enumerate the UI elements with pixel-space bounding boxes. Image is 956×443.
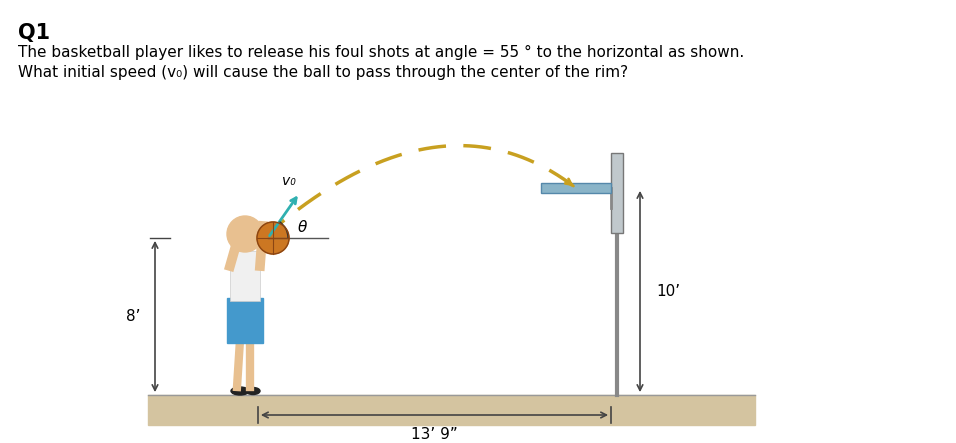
Text: 13’ 9”: 13’ 9” (411, 427, 458, 442)
Circle shape (257, 222, 289, 254)
Bar (227, 298, 263, 343)
Bar (541, 183, 611, 193)
Bar (148, 395, 755, 425)
Text: What initial speed (v₀) will cause the ball to pass through the center of the ri: What initial speed (v₀) will cause the b… (18, 65, 628, 80)
Bar (611, 153, 623, 233)
Text: v₀: v₀ (282, 174, 295, 188)
Text: The basketball player likes to release his foul shots at angle = 55 ° to the hor: The basketball player likes to release h… (18, 45, 745, 60)
Ellipse shape (246, 388, 260, 395)
Circle shape (227, 216, 263, 252)
Bar (230, 251, 260, 301)
Text: 8’: 8’ (126, 309, 141, 324)
Text: Q1: Q1 (18, 23, 50, 43)
Ellipse shape (231, 387, 249, 395)
Text: θ: θ (298, 220, 308, 235)
Text: 10’: 10’ (656, 284, 680, 299)
